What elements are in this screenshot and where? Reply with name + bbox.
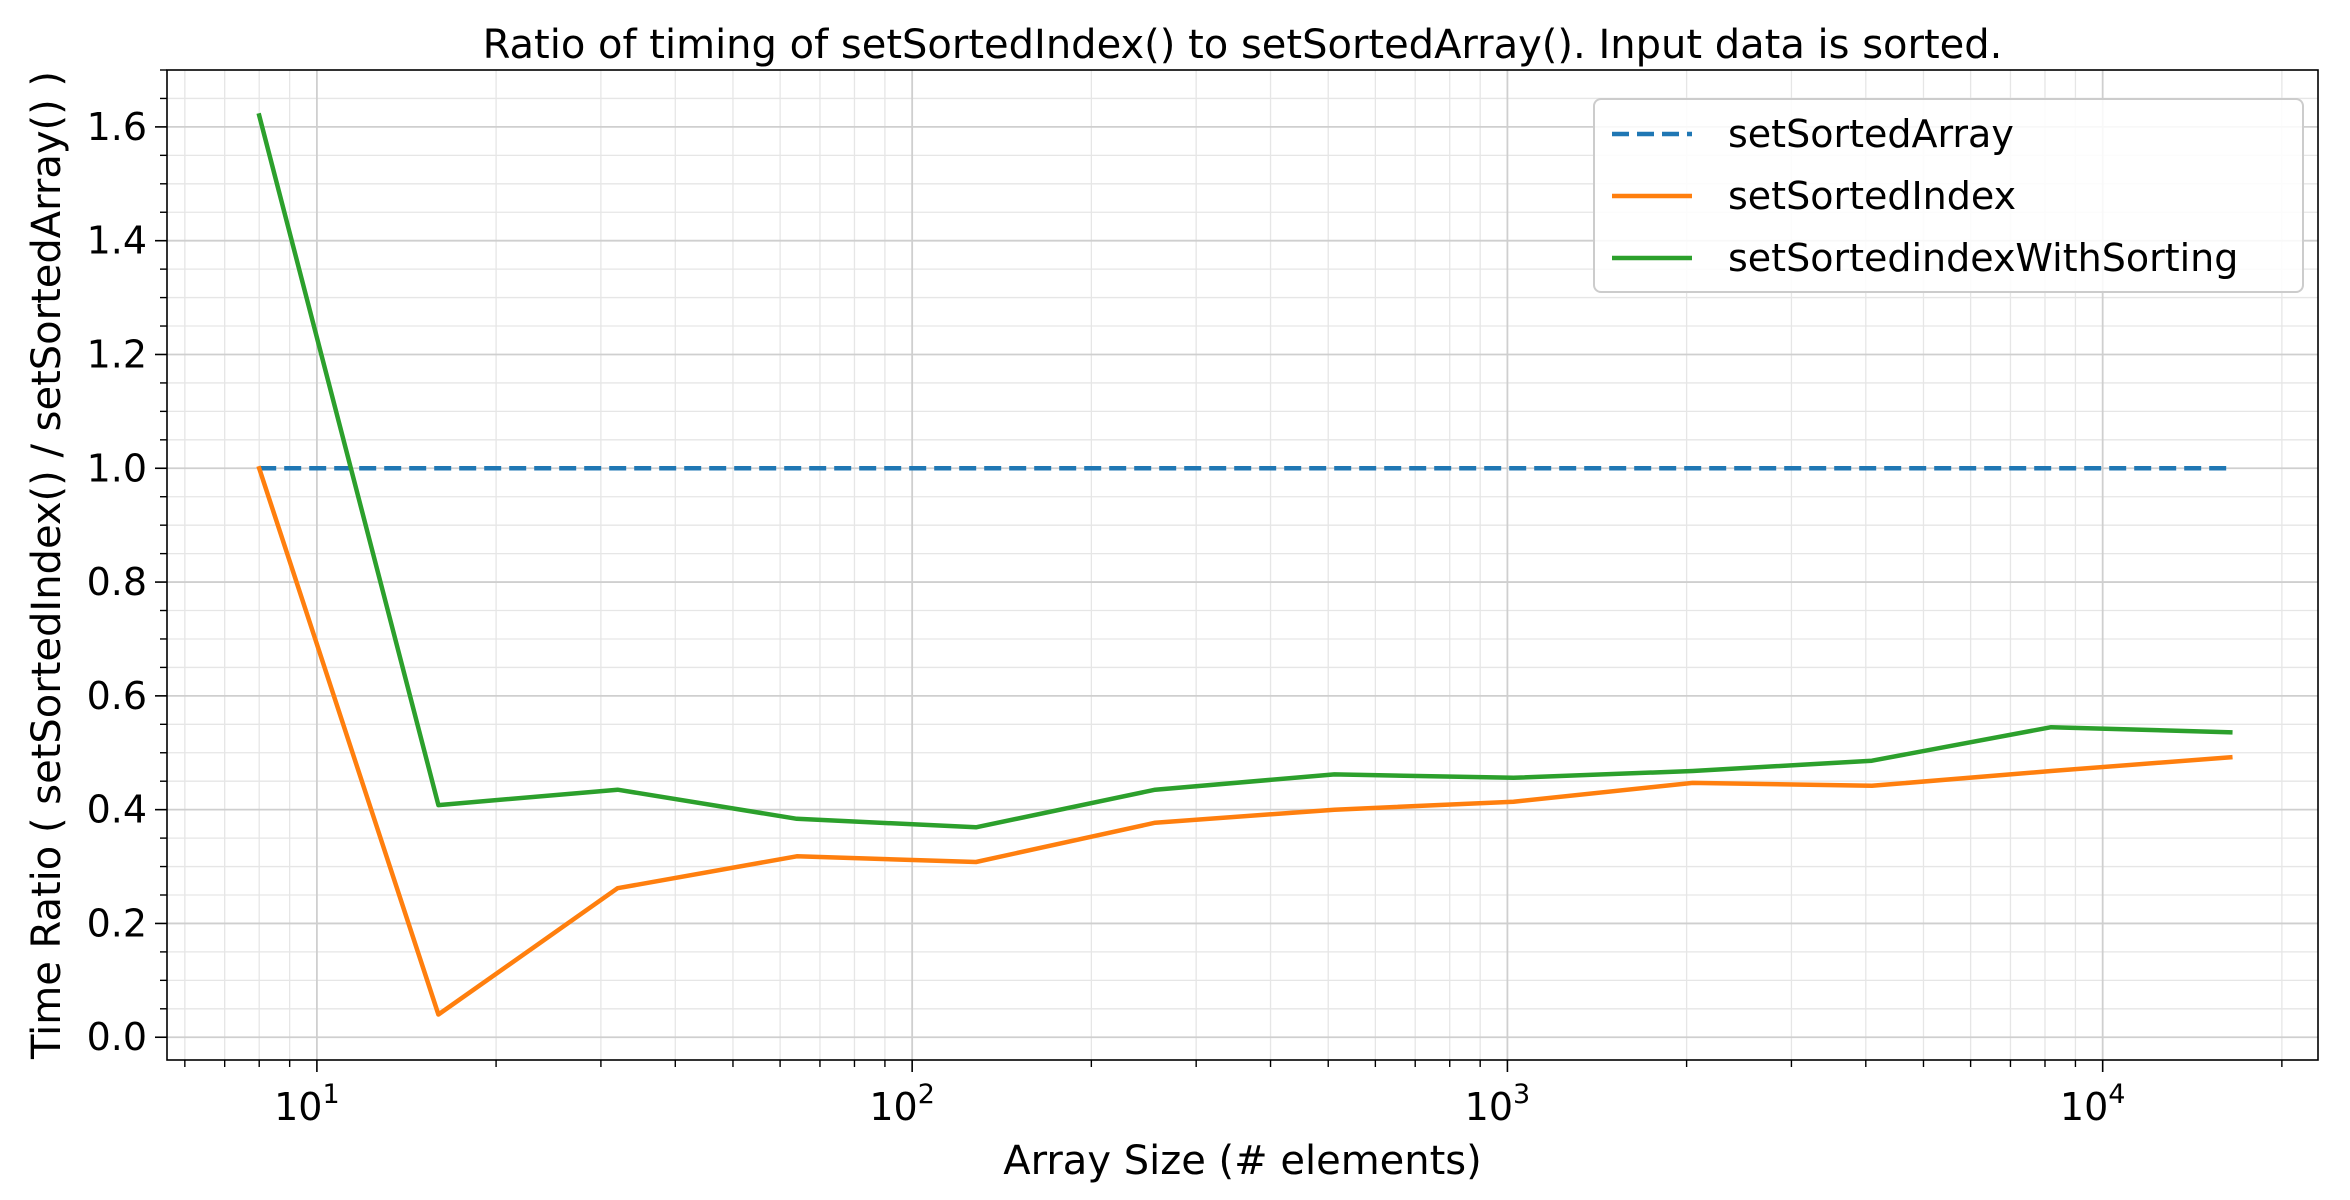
x-tick-label: 103 (1465, 1079, 1531, 1129)
y-tick-label: 0.0 (87, 1015, 147, 1059)
y-axis-label: Time Ratio ( setSortedIndex() / setSorte… (24, 71, 70, 1060)
legend-box (1593, 98, 2304, 293)
y-tick-label: 0.6 (87, 674, 147, 718)
minor-grid (167, 69, 2318, 1060)
y-tick-label: 0.4 (87, 788, 147, 832)
y-tick-label: 0.8 (87, 560, 147, 604)
series-layer (256, 112, 2233, 1017)
legend-label-set-sorted-array: setSortedArray (1728, 112, 2014, 156)
series-line-set-sorted-index (256, 465, 2233, 1017)
x-axis-label: Array Size (# elements) (1003, 1138, 1482, 1184)
y-tick-label: 1.4 (87, 219, 147, 263)
x-axis-ticks: 101 102 103 104 (184, 1060, 2283, 1129)
chart-title: Ratio of timing of setSortedIndex() to s… (483, 22, 2003, 68)
y-tick-label: 1.6 (87, 105, 147, 149)
series-line-set-sortedindex-with-sorting (256, 112, 2233, 830)
x-tick-label: 101 (274, 1079, 340, 1129)
plot-frame (166, 69, 2319, 1061)
legend-label-set-sortedindex-with-sorting: setSortedindexWithSorting (1728, 236, 2238, 280)
y-tick-label: 1.2 (87, 332, 147, 376)
legend: setSortedArray setSortedIndex setSortedind… (1593, 98, 2304, 293)
y-tick-label: 0.2 (87, 901, 147, 945)
y-axis-ticks: 0.0 0.2 0.4 0.6 0.8 1.0 1.2 1.4 1.6 (87, 69, 167, 1059)
x-tick-label: 104 (2060, 1079, 2126, 1129)
y-tick-label: 1.0 (87, 446, 147, 490)
x-tick-label: 102 (869, 1079, 935, 1129)
legend-label-set-sorted-index: setSortedIndex (1728, 174, 2016, 218)
